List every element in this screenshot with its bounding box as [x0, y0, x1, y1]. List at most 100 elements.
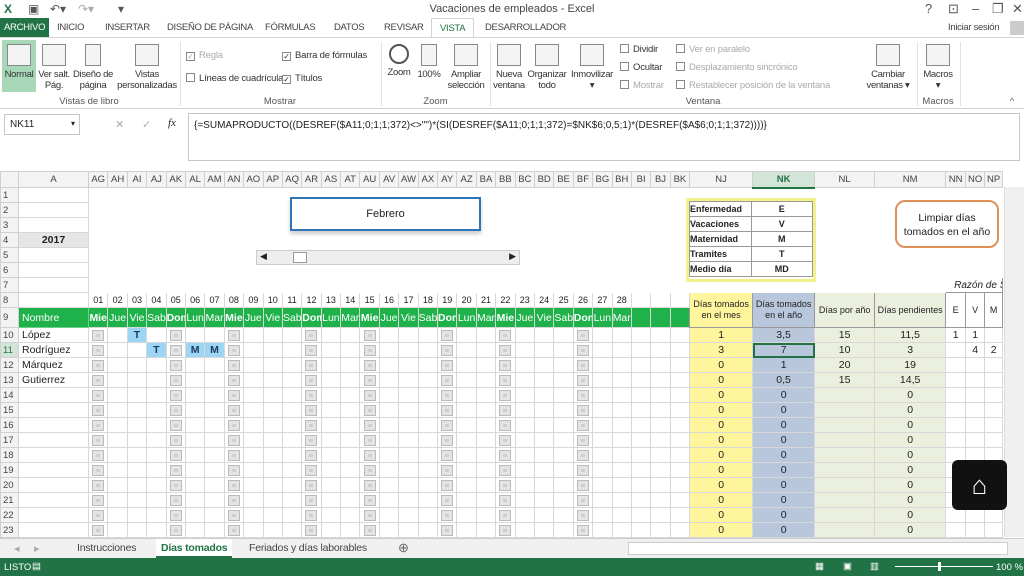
cell[interactable]: [359, 522, 380, 538]
row-header-20[interactable]: 20: [0, 477, 19, 493]
cell[interactable]: [475, 277, 497, 293]
day-name[interactable]: Jue: [107, 307, 128, 328]
cell[interactable]: [87, 492, 109, 508]
cell[interactable]: [223, 507, 245, 523]
cell[interactable]: [340, 372, 361, 388]
razon-cell[interactable]: 1: [945, 327, 967, 343]
cell[interactable]: [223, 232, 245, 248]
summary-cell[interactable]: 14,5: [874, 372, 947, 388]
cell[interactable]: [165, 232, 186, 248]
cell[interactable]: [611, 342, 632, 358]
cell[interactable]: [378, 232, 400, 248]
razon-cell[interactable]: [945, 522, 967, 538]
row-header-6[interactable]: 6: [0, 262, 19, 278]
cell[interactable]: [340, 447, 361, 463]
cell[interactable]: [592, 507, 613, 523]
cell[interactable]: [340, 522, 361, 538]
cell[interactable]: [243, 217, 264, 233]
cell[interactable]: [184, 202, 206, 218]
razon-cell[interactable]: [965, 357, 986, 373]
cell[interactable]: [398, 277, 419, 293]
year-cell[interactable]: 2017: [18, 232, 89, 248]
cell[interactable]: [184, 402, 206, 418]
cell[interactable]: [650, 187, 671, 203]
cell[interactable]: [611, 522, 632, 538]
column-header-nm[interactable]: NM: [874, 171, 947, 188]
row-header-9[interactable]: 9: [0, 307, 19, 328]
cell[interactable]: [533, 492, 555, 508]
cell[interactable]: [533, 187, 555, 203]
cell[interactable]: [126, 507, 148, 523]
cell[interactable]: [301, 327, 322, 343]
cell[interactable]: [514, 402, 535, 418]
cell[interactable]: [437, 277, 458, 293]
cell[interactable]: [814, 217, 876, 233]
column-header-al[interactable]: AL: [184, 171, 206, 188]
scroll-thumb[interactable]: [293, 252, 307, 263]
avatar[interactable]: [1010, 21, 1024, 35]
cell[interactable]: [475, 432, 497, 448]
day-name[interactable]: Vie: [398, 307, 419, 328]
column-header-as[interactable]: AS: [320, 171, 342, 188]
cell[interactable]: [650, 307, 671, 328]
cell[interactable]: [378, 372, 400, 388]
cell[interactable]: [126, 277, 148, 293]
cell[interactable]: [204, 202, 225, 218]
cell[interactable]: [262, 357, 283, 373]
day-number[interactable]: 13: [320, 292, 342, 308]
cell[interactable]: [87, 417, 109, 433]
cell[interactable]: [572, 387, 594, 403]
razon-cell[interactable]: [984, 387, 1004, 403]
cell[interactable]: [669, 292, 691, 308]
cell[interactable]: [18, 202, 89, 218]
cell[interactable]: [320, 357, 342, 373]
zoom-100-button[interactable]: 100%: [415, 40, 443, 80]
cell[interactable]: [320, 232, 342, 248]
cell[interactable]: [301, 277, 322, 293]
cell[interactable]: [630, 277, 652, 293]
cell[interactable]: [204, 447, 225, 463]
cell[interactable]: [359, 507, 380, 523]
cell[interactable]: [262, 342, 283, 358]
cell[interactable]: [475, 327, 497, 343]
razon-cell[interactable]: [945, 402, 967, 418]
cell[interactable]: [572, 447, 594, 463]
cell[interactable]: [475, 477, 497, 493]
day-number[interactable]: 26: [572, 292, 594, 308]
cell[interactable]: [301, 387, 322, 403]
row-header-13[interactable]: 13: [0, 372, 19, 388]
cell[interactable]: [495, 507, 516, 523]
column-header-ag[interactable]: AG: [87, 171, 109, 188]
day-name[interactable]: Lun: [456, 307, 477, 328]
day-number[interactable]: 01: [87, 292, 109, 308]
summary-cell[interactable]: 0: [689, 387, 754, 403]
cell[interactable]: [533, 202, 555, 218]
summary-cell[interactable]: 0: [752, 432, 816, 448]
cell[interactable]: [146, 387, 167, 403]
cell[interactable]: [553, 357, 574, 373]
cell[interactable]: [533, 522, 555, 538]
cell[interactable]: [243, 432, 264, 448]
razon-cell[interactable]: [984, 357, 1004, 373]
day-number[interactable]: 16: [378, 292, 400, 308]
cell[interactable]: [592, 342, 613, 358]
cell[interactable]: [107, 402, 128, 418]
cell[interactable]: [669, 387, 691, 403]
cell[interactable]: [146, 507, 167, 523]
row-header-4[interactable]: 4: [0, 232, 19, 248]
cell[interactable]: [340, 492, 361, 508]
cell[interactable]: [204, 432, 225, 448]
cell[interactable]: [146, 232, 167, 248]
cell[interactable]: [611, 387, 632, 403]
cell[interactable]: [223, 217, 245, 233]
cell[interactable]: [984, 262, 1004, 278]
cell[interactable]: [572, 522, 594, 538]
day-mark[interactable]: T: [126, 327, 148, 343]
cell[interactable]: [669, 342, 691, 358]
cell[interactable]: [417, 342, 439, 358]
cell[interactable]: [456, 462, 477, 478]
cell[interactable]: [514, 387, 535, 403]
row-header-8[interactable]: 8: [0, 292, 19, 308]
cell[interactable]: [204, 492, 225, 508]
cell[interactable]: [223, 417, 245, 433]
